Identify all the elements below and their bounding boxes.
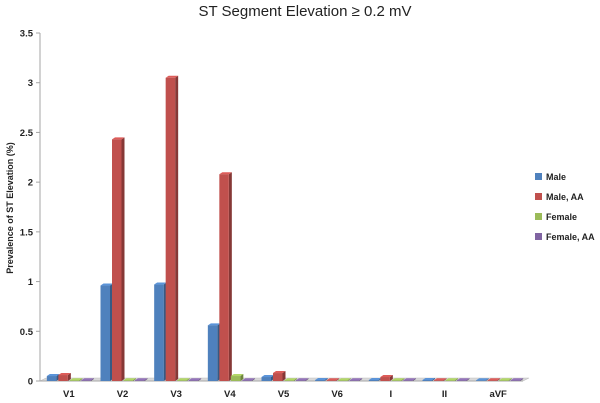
- bar-male-ii: [422, 378, 435, 381]
- x-tick-label: II: [442, 389, 447, 400]
- y-tick-label: 3.5: [20, 29, 34, 40]
- bar-male-aa-v4: [219, 172, 232, 381]
- bar-female-avf: [499, 378, 512, 381]
- bar-female-aa-avf: [510, 378, 524, 381]
- bar-female-aa-v2: [135, 378, 148, 381]
- legend-swatch: [535, 213, 542, 220]
- x-tick-label: V1: [63, 389, 75, 400]
- bar-male-aa-v2: [112, 137, 125, 381]
- bar-male-avf: [476, 378, 489, 381]
- bar-male-aa-v3: [165, 75, 179, 381]
- legend: Male Male, AA Female Female, AA: [535, 172, 595, 242]
- bar-male-aa-i: [380, 375, 393, 381]
- legend-item: Female, AA: [535, 232, 595, 242]
- x-tick-label: V3: [170, 389, 182, 400]
- bar-female-ii: [445, 378, 458, 381]
- bar-female-v6: [338, 378, 351, 381]
- bar-male-v2: [100, 283, 113, 381]
- bar-male-v3: [154, 282, 167, 381]
- x-tick-label: V4: [224, 389, 236, 400]
- x-tick-label: I: [390, 389, 393, 400]
- bar-male-v6: [315, 378, 328, 381]
- bar-female-aa-v3: [188, 378, 202, 381]
- legend-label: Female: [546, 212, 577, 222]
- bar-female-v5: [284, 378, 297, 381]
- legend-label: Male: [546, 172, 566, 182]
- y-tick-label: 2: [28, 178, 33, 189]
- y-tick-label: 1.5: [20, 227, 34, 238]
- bar-male-v1: [46, 374, 60, 381]
- y-tick-label: 0.5: [20, 327, 34, 338]
- x-tick-label: V6: [331, 389, 343, 400]
- bar-female-aa-v1: [81, 378, 94, 381]
- bar-male-aa-v5: [273, 371, 286, 381]
- chart-title: ST Segment Elevation ≥ 0.2 mV: [198, 3, 411, 20]
- bar-male-aa-v6: [326, 378, 340, 381]
- bar-female-v2: [123, 378, 136, 381]
- legend-swatch: [535, 173, 542, 180]
- legend-item: Male, AA: [535, 192, 584, 202]
- bar-male-aa-ii: [434, 378, 447, 381]
- bar-female-aa-v4: [242, 378, 255, 381]
- bar-female-i: [391, 378, 405, 381]
- legend-item: Male: [535, 172, 566, 182]
- bar-male-v5: [261, 375, 274, 381]
- bar-male-aa-avf: [487, 378, 501, 381]
- bar-male-v4: [207, 323, 221, 381]
- legend-label: Male, AA: [546, 192, 584, 202]
- legend-item: Female: [535, 212, 577, 222]
- x-tick-label: V2: [117, 389, 129, 400]
- x-tick-label: aVF: [489, 389, 507, 400]
- bar-female-v4: [230, 374, 244, 381]
- bars: [46, 75, 524, 381]
- y-tick-label: 3: [28, 78, 33, 89]
- legend-label: Female, AA: [546, 232, 595, 242]
- bar-female-v3: [177, 378, 190, 381]
- bar-female-aa-i: [403, 378, 416, 381]
- bar-male-aa-v1: [58, 373, 71, 381]
- bar-female-aa-v6: [349, 378, 363, 381]
- y-axis-label: Prevalence of ST Elevation (%): [5, 142, 15, 274]
- bar-female-v1: [69, 378, 83, 381]
- y-tick-label: 2.5: [20, 128, 34, 139]
- y-tick-label: 0: [28, 377, 33, 388]
- bar-female-aa-ii: [457, 378, 470, 381]
- y-tick-label: 1: [28, 277, 34, 288]
- legend-swatch: [535, 233, 542, 240]
- legend-swatch: [535, 193, 542, 200]
- x-tick-label: V5: [278, 389, 290, 400]
- tick-labels: 00.511.522.533.5V1 V2 V3 V4 V5 V6 I II aVF: [20, 29, 507, 401]
- bar-female-aa-v5: [296, 378, 309, 381]
